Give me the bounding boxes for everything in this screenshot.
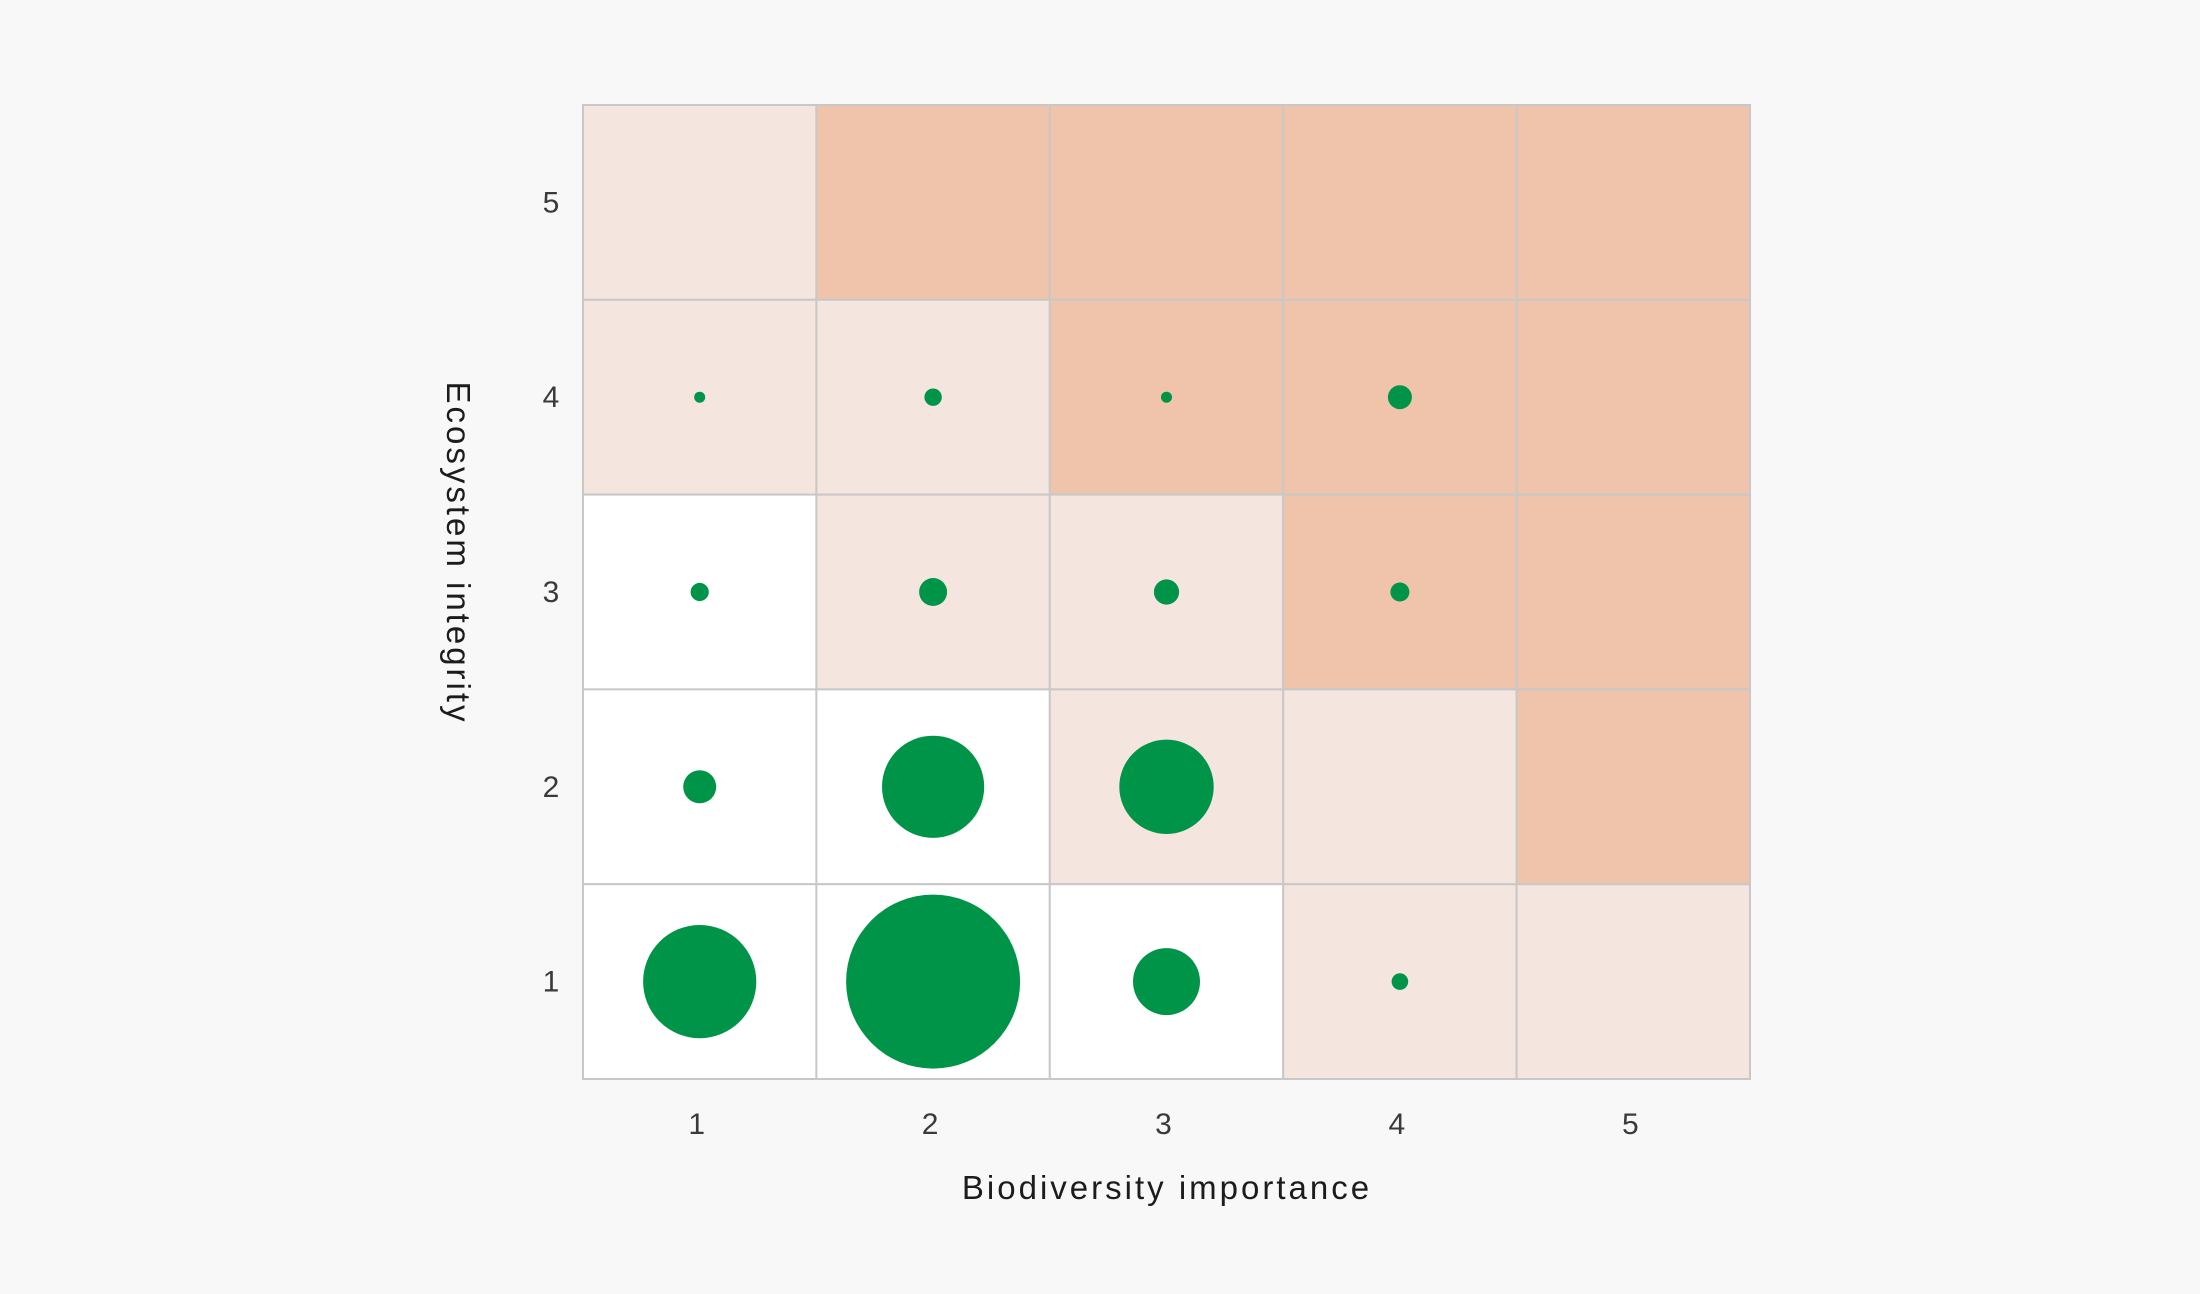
bubble-x2-y1 bbox=[846, 894, 1021, 1069]
cell-x5-y5 bbox=[1515, 104, 1751, 301]
bubble-x3-y4 bbox=[1161, 391, 1172, 403]
cell-x5-y4 bbox=[1515, 298, 1751, 496]
cell-x4-y5 bbox=[1282, 104, 1518, 301]
bubble-x4-y3 bbox=[1390, 582, 1410, 602]
y-tick-2: 2 bbox=[543, 771, 560, 804]
cell-x4-y3 bbox=[1282, 493, 1518, 691]
bubble-x3-y3 bbox=[1153, 579, 1180, 605]
bubble-x1-y1 bbox=[643, 925, 757, 1039]
y-axis-ticks: 1 2 3 4 5 bbox=[543, 186, 560, 998]
bubbles bbox=[643, 385, 1412, 1069]
x-axis-ticks: 1 2 3 4 5 bbox=[688, 1108, 1638, 1141]
y-tick-4: 4 bbox=[543, 381, 560, 414]
bubble-x1-y2 bbox=[683, 770, 717, 804]
heatmap-cells bbox=[582, 104, 1751, 1081]
bubble-x3-y2 bbox=[1119, 739, 1214, 834]
cell-x5-y3 bbox=[1515, 493, 1751, 691]
cell-x1-y5 bbox=[582, 104, 818, 301]
bubble-x2-y4 bbox=[924, 388, 942, 406]
bubble-x4-y1 bbox=[1391, 973, 1409, 990]
x-tick-4: 4 bbox=[1389, 1108, 1406, 1141]
y-tick-1: 1 bbox=[543, 966, 560, 999]
x-axis-title: Biodiversity importance bbox=[962, 1169, 1372, 1206]
cell-x3-y5 bbox=[1048, 104, 1285, 301]
x-tick-5: 5 bbox=[1622, 1108, 1639, 1141]
x-tick-2: 2 bbox=[922, 1108, 939, 1141]
cell-x4-y2 bbox=[1282, 688, 1518, 886]
bubble-x2-y2 bbox=[882, 735, 985, 838]
cell-x5-y2 bbox=[1515, 688, 1751, 886]
bubble-x3-y1 bbox=[1133, 948, 1200, 1016]
x-tick-1: 1 bbox=[688, 1108, 705, 1141]
x-tick-3: 3 bbox=[1155, 1108, 1172, 1141]
y-tick-5: 5 bbox=[543, 186, 560, 219]
cell-x5-y1 bbox=[1515, 883, 1751, 1081]
cell-x2-y5 bbox=[815, 104, 1051, 301]
bubble-x2-y3 bbox=[919, 578, 948, 606]
bubble-x4-y4 bbox=[1387, 385, 1412, 410]
y-axis-title: Ecosystem integrity bbox=[440, 381, 477, 724]
bubble-x1-y4 bbox=[694, 391, 706, 403]
y-tick-3: 3 bbox=[543, 576, 560, 609]
bubble-x1-y3 bbox=[690, 582, 709, 602]
